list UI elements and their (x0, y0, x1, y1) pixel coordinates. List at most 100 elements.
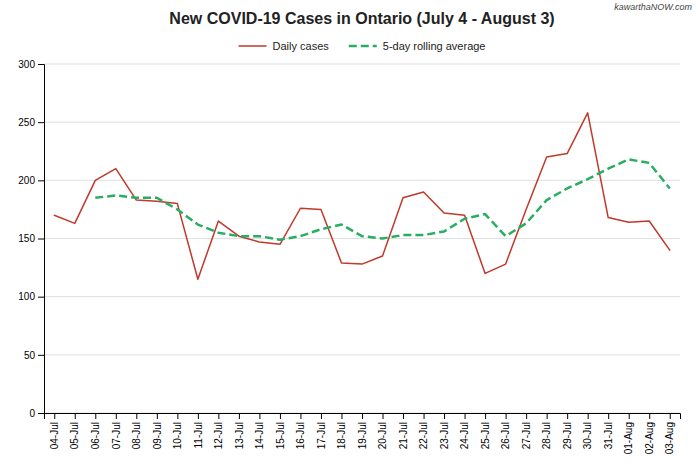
tick-mark (136, 413, 137, 419)
tick-label: 17-Jul (316, 422, 327, 449)
tick-label: 26-Jul (500, 422, 511, 449)
tick-label: 09-Jul (152, 422, 163, 449)
axis-line (45, 414, 681, 420)
tick-label: 23-Jul (439, 422, 450, 449)
tick-mark (38, 180, 44, 181)
grid (44, 64, 680, 413)
tick-mark (239, 413, 240, 419)
tick-mark (38, 355, 44, 356)
tick-label: 16-Jul (295, 422, 306, 449)
tick: 50 (24, 350, 44, 361)
tick-mark (341, 413, 342, 419)
tick-mark (38, 239, 44, 240)
tick-mark (465, 413, 466, 419)
tick: 22-Jul (418, 413, 429, 449)
legend-item: 5-day rolling average (349, 40, 486, 52)
tick-label: 13-Jul (234, 422, 245, 449)
tick-mark (95, 413, 96, 419)
tick-mark (300, 413, 301, 419)
tick-mark (444, 413, 445, 419)
tick: 17-Jul (316, 413, 327, 449)
tick-label: 31-Jul (603, 422, 614, 449)
tick-mark (383, 413, 384, 419)
tick-mark (38, 64, 44, 65)
tick-mark (75, 413, 76, 419)
tick-label: 28-Jul (541, 422, 552, 449)
line (95, 159, 669, 239)
tick: 04-Jul (49, 413, 60, 449)
tick: 29-Jul (562, 413, 573, 449)
tick: 27-Jul (521, 413, 532, 449)
tick: 15-Jul (275, 413, 286, 449)
tick-label: 100 (18, 291, 35, 302)
tick: 30-Jul (582, 413, 593, 449)
tick: 26-Jul (500, 413, 511, 449)
grid-line (44, 64, 680, 65)
tick-label: 05-Jul (69, 422, 80, 449)
tick-mark (588, 413, 589, 419)
tick-label: 04-Jul (49, 422, 60, 449)
tick-mark (649, 413, 650, 419)
legend-swatch (239, 45, 267, 47)
tick-label: 06-Jul (90, 422, 101, 449)
watermark: kawarthaNOW.com (614, 2, 692, 12)
tick-mark (280, 413, 281, 419)
legend-item: Daily cases (239, 40, 330, 52)
tick: 05-Jul (69, 413, 80, 449)
tick-mark (526, 413, 527, 419)
tick-mark (38, 413, 44, 414)
tick-mark (403, 413, 404, 419)
tick-label: 08-Jul (131, 422, 142, 449)
plot-area (54, 113, 669, 279)
tick-label: 300 (18, 59, 35, 70)
tick-label: 20-Jul (377, 422, 388, 449)
tick-label: 12-Jul (213, 422, 224, 449)
line (54, 113, 669, 279)
tick: 03-Aug (664, 413, 675, 454)
tick-mark (38, 122, 44, 123)
tick: 100 (18, 291, 44, 302)
tick-label: 19-Jul (357, 422, 368, 449)
tick-mark (567, 413, 568, 419)
grid-line (44, 238, 680, 239)
tick-label: 30-Jul (582, 422, 593, 449)
tick-label: 02-Aug (644, 422, 655, 454)
tick: 31-Jul (603, 413, 614, 449)
tick-label: 15-Jul (275, 422, 286, 449)
legend-swatch (349, 45, 377, 48)
tick-label: 14-Jul (254, 422, 265, 449)
tick-mark (485, 413, 486, 419)
tick-label: 200 (18, 175, 35, 186)
tick-label: 01-Aug (623, 422, 634, 454)
title: New COVID-19 Cases in Ontario (July 4 - … (169, 10, 554, 27)
tick-mark (629, 413, 630, 419)
tick: 0 (29, 408, 44, 419)
tick-label: 50 (24, 350, 36, 361)
tick-mark (259, 413, 260, 419)
tick-mark (506, 413, 507, 419)
tick-mark (177, 413, 178, 419)
tick-label: 24-Jul (459, 422, 470, 449)
legend-label: Daily cases (273, 40, 330, 52)
tick-label: 29-Jul (562, 422, 573, 449)
tick: 25-Jul (480, 413, 491, 449)
tick-mark (38, 297, 44, 298)
chart: 05010015020025030004-Jul05-Jul06-Jul07-J… (0, 0, 696, 463)
legend-label: 5-day rolling average (383, 40, 486, 52)
tick: 23-Jul (439, 413, 450, 449)
axis-line (38, 65, 45, 414)
tick: 08-Jul (131, 413, 142, 449)
tick: 20-Jul (377, 413, 388, 449)
grid-line (44, 122, 680, 123)
tick: 200 (18, 175, 44, 186)
grid-line (44, 296, 680, 297)
tick: 16-Jul (295, 413, 306, 449)
tick: 10-Jul (172, 413, 183, 449)
tick: 12-Jul (213, 413, 224, 449)
tick: 11-Jul (193, 413, 204, 449)
tick: 250 (18, 117, 44, 128)
legend: Daily cases 5-day rolling average (239, 40, 486, 52)
tick: 13-Jul (234, 413, 245, 449)
tick: 06-Jul (90, 413, 101, 449)
tick-label: 27-Jul (521, 422, 532, 449)
